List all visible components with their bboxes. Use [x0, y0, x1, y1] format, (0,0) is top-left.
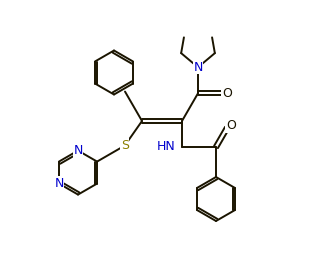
Text: HN: HN: [157, 140, 176, 154]
Text: O: O: [226, 119, 236, 132]
Text: N: N: [54, 177, 64, 190]
Text: N: N: [73, 144, 83, 157]
Text: N: N: [193, 61, 203, 74]
Text: S: S: [121, 139, 129, 152]
Text: O: O: [222, 87, 232, 100]
